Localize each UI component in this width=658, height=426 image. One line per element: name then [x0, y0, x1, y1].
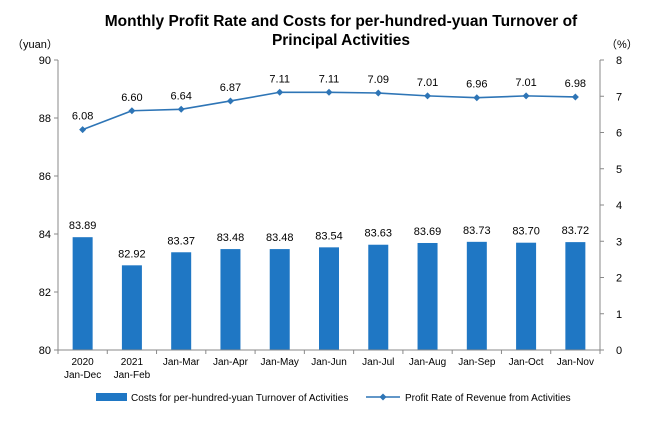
right-tick-label: 5	[616, 164, 622, 176]
bar-data-label: 83.63	[365, 228, 393, 240]
line-point	[226, 97, 234, 105]
left-axis-ticks: 80 82 84 86 88 90	[39, 55, 58, 357]
x-tick-label: Jan-Sep	[458, 357, 496, 368]
bar	[466, 241, 487, 350]
x-tick-label: Jan-Oct	[509, 357, 544, 368]
line-data-label: 6.64	[170, 90, 191, 102]
x-tick-label: Jan-Jun	[311, 357, 347, 368]
line-series	[79, 88, 579, 134]
right-axis-unit: （%）	[606, 38, 638, 51]
bar	[319, 247, 339, 350]
bar-data-label: 83.48	[266, 232, 294, 244]
right-tick-label: 3	[616, 236, 622, 248]
right-tick-label: 6	[616, 128, 622, 140]
bar-data-labels: 83.89 82.92 83.37 83.48 83.48 83.54 83.63 83.69…	[69, 220, 589, 260]
line-point	[325, 88, 333, 96]
bar	[269, 249, 290, 350]
x-tick-label: Jan-Feb	[114, 370, 151, 381]
legend-bar-label: Costs for per-hundred-yuan Turnover of A…	[131, 393, 348, 404]
right-tick-label: 0	[616, 345, 622, 357]
x-tick-label: 2021	[121, 357, 144, 368]
bar	[171, 252, 192, 350]
bar	[516, 242, 537, 350]
legend-line-marker	[379, 393, 387, 401]
right-axis-ticks: 0 1 2 3 4 5 6 7 8	[600, 55, 622, 357]
bar-data-label: 83.37	[167, 235, 195, 247]
x-tick-label: 2020	[72, 357, 95, 368]
line-point	[128, 107, 136, 115]
x-tick-label: Jan-Aug	[409, 357, 446, 368]
line-data-label: 6.87	[220, 82, 241, 94]
bar	[72, 237, 93, 350]
bar-data-label: 83.89	[69, 220, 97, 232]
right-tick-label: 8	[616, 55, 622, 67]
x-tick-label: Jan-Mar	[163, 357, 200, 368]
bar	[121, 265, 142, 350]
line-data-label: 6.96	[466, 79, 487, 91]
chart-title-line-1: Monthly Profit Rate and Costs for per-hu…	[105, 13, 578, 30]
bar	[565, 242, 586, 350]
bar-data-label: 83.72	[562, 225, 590, 237]
line-data-label: 6.60	[121, 92, 142, 104]
bar	[368, 244, 389, 350]
line-point	[374, 89, 382, 97]
left-tick-label: 86	[39, 171, 51, 183]
left-tick-label: 82	[39, 287, 51, 299]
line-data-label: 7.09	[368, 74, 389, 86]
left-axis-unit: （yuan）	[12, 38, 58, 51]
line-point	[79, 126, 87, 134]
line-data-label: 7.01	[417, 77, 438, 89]
left-tick-label: 90	[39, 55, 51, 67]
line-point	[177, 105, 185, 113]
bar-data-label: 83.54	[315, 230, 343, 242]
line-data-label: 7.11	[319, 73, 340, 85]
x-tick-label: Jan-Apr	[213, 357, 249, 368]
bar-data-label: 83.70	[512, 226, 540, 238]
line-point	[473, 94, 481, 102]
chart-title-line-2: Principal Activities	[272, 32, 410, 49]
x-tick-label: Jan-Nov	[557, 357, 594, 368]
axes	[57, 60, 601, 354]
line-data-label: 7.01	[515, 77, 536, 89]
line-data-label: 7.11	[269, 73, 290, 85]
line-data-label: 6.98	[565, 78, 586, 90]
x-tick-label: Jan-Dec	[64, 370, 101, 381]
bar-data-label: 83.69	[414, 226, 442, 238]
x-axis-labels: 2020 Jan-Dec 2021 Jan-Feb Jan-Mar Jan-Apr Jan-…	[64, 357, 594, 381]
left-tick-label: 88	[39, 113, 51, 125]
line-point	[571, 93, 579, 101]
bar	[220, 249, 241, 350]
x-tick-label: Jan-May	[261, 357, 299, 368]
x-tick-label: Jan-Jul	[362, 357, 394, 368]
legend-bar-swatch	[96, 393, 127, 401]
left-tick-label: 80	[39, 345, 51, 357]
bar-data-label: 83.48	[217, 232, 245, 244]
right-tick-label: 2	[616, 273, 622, 285]
right-tick-label: 7	[616, 91, 622, 103]
bar-data-label: 82.92	[118, 248, 146, 260]
bar	[417, 242, 438, 350]
right-tick-label: 4	[616, 200, 622, 212]
line-point	[424, 92, 432, 100]
right-tick-label: 1	[616, 309, 622, 321]
line-data-label: 6.08	[72, 111, 93, 123]
legend: Costs for per-hundred-yuan Turnover of A…	[96, 393, 571, 404]
profit-rate-line	[82, 91, 576, 131]
line-data-labels: 6.08 6.60 6.64 6.87 7.11 7.11 7.09 7.01 6.96 7.01…	[72, 73, 586, 122]
legend-line-label: Profit Rate of Revenue from Activities	[405, 393, 571, 404]
line-point	[522, 92, 530, 100]
left-tick-label: 84	[39, 229, 51, 241]
line-point	[276, 88, 284, 96]
bar-data-label: 83.73	[463, 225, 491, 237]
bar-series	[72, 237, 586, 350]
